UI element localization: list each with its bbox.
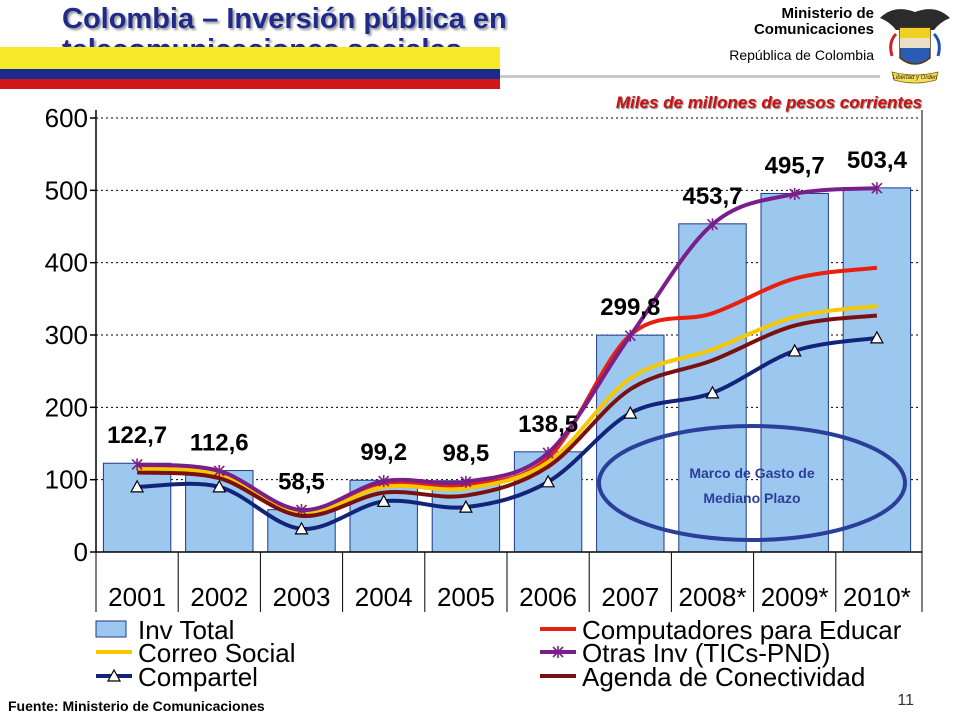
- units-label: Miles de millones de pesos corrientes: [615, 93, 922, 112]
- data-labels: 122,7 112,6 58,5 99,2 98,5 138,5 299,8 453,7 495…: [107, 147, 908, 496]
- triangle-marker: [869, 330, 884, 344]
- legend-label: Agenda de Conectividad: [582, 662, 865, 692]
- bar-value-label: 138,5: [518, 411, 578, 438]
- triangle-marker: [705, 385, 720, 399]
- republic-label: República de Colombia: [729, 47, 874, 63]
- bar: [102, 462, 172, 553]
- triangle-marker: [376, 494, 391, 507]
- triangle-marker: [212, 479, 227, 493]
- bar-value-label: 122,7: [107, 422, 167, 449]
- annotation-group: Marco de Gasto de Mediano Plazo: [597, 424, 907, 542]
- annotation-line2: Mediano Plazo: [703, 490, 800, 506]
- x-tick-label: 2002: [190, 582, 248, 612]
- bar-value-label: 58,5: [278, 469, 325, 496]
- star-marker: [131, 458, 143, 471]
- star-marker: [378, 475, 390, 488]
- emblem-motto: Libertad y Orden: [893, 75, 938, 81]
- source-note: Fuente: Ministerio de Comunicaciones: [8, 698, 265, 714]
- flag-band-red: [0, 79, 500, 89]
- bar-value-label: 299,8: [600, 294, 660, 321]
- bar-value-label: 98,5: [443, 440, 490, 467]
- legend-swatch: [95, 620, 127, 638]
- x-tick-label: 2010*: [843, 582, 911, 612]
- bar-value-label: 495,7: [765, 152, 825, 179]
- star-marker: [542, 446, 554, 459]
- series-line: [137, 335, 878, 531]
- star-marker: [871, 182, 883, 195]
- legend-label: Computadores para Educar: [582, 615, 902, 645]
- bar-value-label: 99,2: [360, 439, 407, 466]
- y-tick-label: 100: [45, 465, 88, 495]
- star-marker: [460, 475, 472, 488]
- triangle-marker: [130, 479, 145, 493]
- y-tick-label: 600: [45, 103, 88, 133]
- x-tick-label: 2003: [273, 582, 331, 612]
- triangle-marker: [623, 405, 638, 419]
- x-tick-label: 2007: [601, 582, 659, 612]
- y-tick-label: 200: [45, 392, 88, 422]
- flag-band-yellow: [0, 47, 500, 69]
- series-line: [136, 304, 878, 516]
- star-marker: [789, 187, 801, 200]
- star-marker: [624, 329, 636, 342]
- ministry-name-line1: Ministerio de: [781, 5, 874, 22]
- y-tick-label: 400: [45, 248, 88, 278]
- x-tick-label: 2006: [519, 582, 577, 612]
- header-divider: [500, 75, 880, 78]
- x-tick-label: 2004: [355, 582, 413, 612]
- bar-value-label: 503,4: [847, 147, 908, 174]
- y-tick-label: 300: [45, 320, 88, 350]
- flag-band-blue: [0, 69, 500, 79]
- mtef-ellipse: [597, 424, 907, 542]
- legend: Inv Total Computadores para Educar Correo …: [95, 615, 902, 692]
- legend-label: Inv Total: [138, 615, 234, 645]
- legend-label: Compartel: [138, 662, 258, 692]
- bar-value-label: 453,7: [682, 183, 742, 210]
- ministry-block: Ministerio de Comunicaciones República d…: [729, 5, 874, 64]
- series-line: [136, 186, 878, 513]
- y-tick-label: 0: [74, 537, 88, 567]
- series-line: [136, 313, 878, 518]
- star-marker: [706, 218, 719, 231]
- x-tick-label: 2009*: [761, 582, 829, 612]
- triangle-marker: [294, 521, 309, 535]
- bar-value-label: 112,6: [190, 430, 249, 457]
- annotation-line1: Marco de Gasto de: [689, 465, 814, 481]
- y-tick-label: 500: [45, 175, 88, 205]
- legend-label: Otras Inv (TICs-PND): [582, 638, 830, 668]
- axes: 0 100 200 300 400 500 600 2001 2002 2003 2004 2005 2…: [45, 103, 923, 612]
- x-tick-label: 2005: [437, 582, 495, 612]
- legend-label: Correo Social: [138, 638, 296, 668]
- triangle-marker: [458, 499, 473, 513]
- triangle-marker: [787, 343, 802, 357]
- page-number: 11: [897, 692, 914, 709]
- x-tick-label: 2001: [108, 582, 166, 612]
- coat-of-arms-logo: Libertad y Orden: [880, 9, 950, 84]
- star-marker: [213, 464, 225, 477]
- series-lines: [130, 182, 884, 535]
- triangle-marker: [541, 474, 556, 488]
- ministry-name-line2: Comunicaciones: [753, 21, 874, 38]
- legend-star-marker: [552, 646, 564, 658]
- legend-triangle-marker: [106, 668, 122, 682]
- x-tick-label: 2008*: [679, 582, 747, 612]
